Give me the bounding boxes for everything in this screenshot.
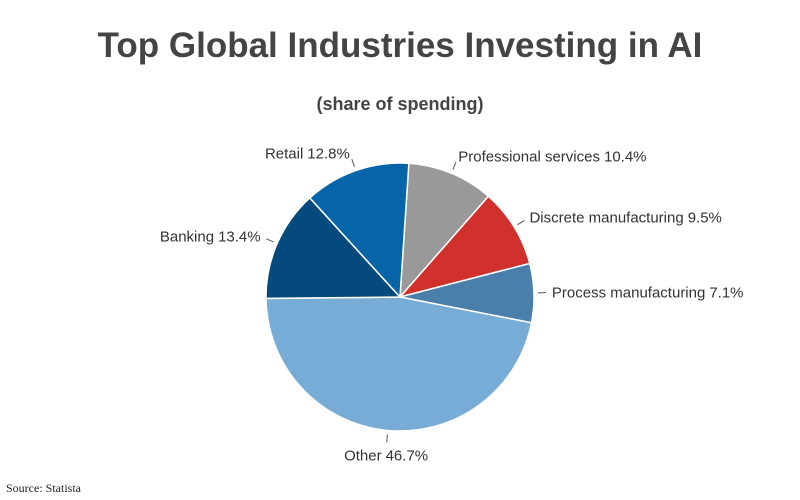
slice-label: Retail 12.8% [265,146,350,163]
slice-name: Process manufacturing [552,285,705,302]
leader-line [452,161,457,170]
slice-value: 13.4% [218,228,261,245]
slice-name: Professional services [458,149,600,166]
slice-value: 9.5% [688,209,722,226]
chart-subtitle: (share of spending) [316,94,483,114]
slice-value: 46.7% [386,447,429,464]
pie-slice [265,196,402,300]
slice-name: Other [344,447,382,464]
slice-label: Banking 13.4% [160,228,261,245]
chart-title: Top Global Industries Investing in AI [98,26,703,65]
pie-slice [308,162,410,299]
slice-label: Professional services 10.4% [458,149,646,166]
leader-line [517,220,525,226]
slice-value: 10.4% [604,149,647,166]
source: Source: Statista [6,481,82,495]
leader-line [351,159,355,167]
slice-name: Retail [265,146,303,163]
slice-name: Discrete manufacturing [529,209,683,226]
slice-name: Banking [160,228,214,245]
slice-value: 12.8% [307,146,350,163]
slice-label: Process manufacturing 7.1% [552,285,744,302]
slice-value: 7.1% [709,285,743,302]
leader-line [265,238,274,243]
pie-slice [265,296,533,432]
slice-label: Discrete manufacturing 9.5% [529,209,721,226]
slice-label: Other 46.7% [344,447,428,464]
pie-slice [399,162,490,300]
leader-line [386,434,388,443]
